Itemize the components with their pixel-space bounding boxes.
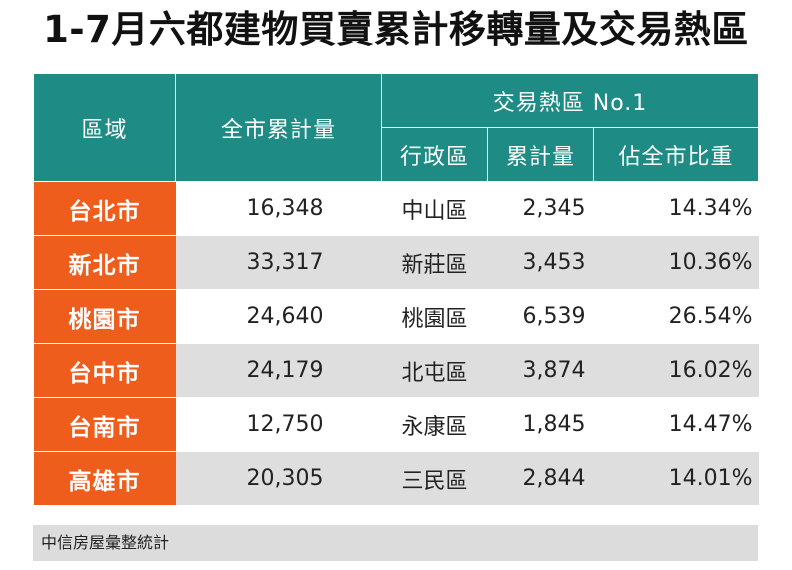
region-cell: 新北市	[33, 235, 176, 290]
table-row: 新北市 33,317 新莊區 3,453 10.36%	[33, 235, 759, 290]
source-note: 中信房屋彙整統計	[33, 525, 758, 561]
share-cell: 14.47%	[593, 397, 759, 452]
share-cell: 16.02%	[593, 343, 759, 398]
citywide-total-cell: 33,317	[175, 235, 382, 290]
volume-cell: 3,453	[487, 235, 594, 290]
volume-cell: 1,845	[487, 397, 594, 452]
volume-cell: 2,345	[487, 181, 594, 236]
header-volume: 累計量	[487, 127, 594, 182]
header-district: 行政區	[381, 127, 488, 182]
citywide-total-cell: 24,640	[175, 289, 382, 344]
volume-cell: 3,874	[487, 343, 594, 398]
table-row: 台北市 16,348 中山區 2,345 14.34%	[33, 181, 759, 236]
volume-cell: 2,844	[487, 451, 594, 506]
citywide-total-cell: 24,179	[175, 343, 382, 398]
district-cell: 新莊區	[381, 235, 488, 290]
table-row: 桃園市 24,640 桃園區 6,539 26.54%	[33, 289, 759, 344]
table-row: 台南市 12,750 永康區 1,845 14.47%	[33, 397, 759, 452]
page-title: 1-7月六都建物買賣累計移轉量及交易熱區	[43, 8, 749, 51]
district-cell: 三民區	[381, 451, 488, 506]
district-cell: 北屯區	[381, 343, 488, 398]
header-share: 佔全市比重	[592, 127, 760, 182]
region-cell: 台北市	[33, 181, 176, 236]
table-row: 高雄市 20,305 三民區 2,844 14.01%	[33, 451, 759, 506]
share-cell: 14.01%	[593, 451, 759, 506]
citywide-total-cell: 20,305	[175, 451, 382, 506]
district-cell: 桃園區	[381, 289, 488, 344]
transaction-table: 區域 全市累計量 交易熱區 No.1 行政區 累計量 佔全市比重 台北市 16,…	[33, 73, 760, 506]
share-cell: 10.36%	[593, 235, 759, 290]
header-citywide-total: 全市累計量	[175, 73, 382, 182]
table-row: 台中市 24,179 北屯區 3,874 16.02%	[33, 343, 759, 398]
region-cell: 桃園市	[33, 289, 176, 344]
district-cell: 中山區	[381, 181, 488, 236]
region-cell: 台南市	[33, 397, 176, 452]
share-cell: 14.34%	[593, 181, 759, 236]
district-cell: 永康區	[381, 397, 488, 452]
region-cell: 高雄市	[33, 451, 176, 506]
header-hot-zone: 交易熱區 No.1	[380, 73, 760, 128]
citywide-total-cell: 16,348	[175, 181, 382, 236]
share-cell: 26.54%	[593, 289, 759, 344]
region-cell: 台中市	[33, 343, 176, 398]
volume-cell: 6,539	[487, 289, 594, 344]
header-region: 區域	[33, 73, 176, 182]
citywide-total-cell: 12,750	[175, 397, 382, 452]
